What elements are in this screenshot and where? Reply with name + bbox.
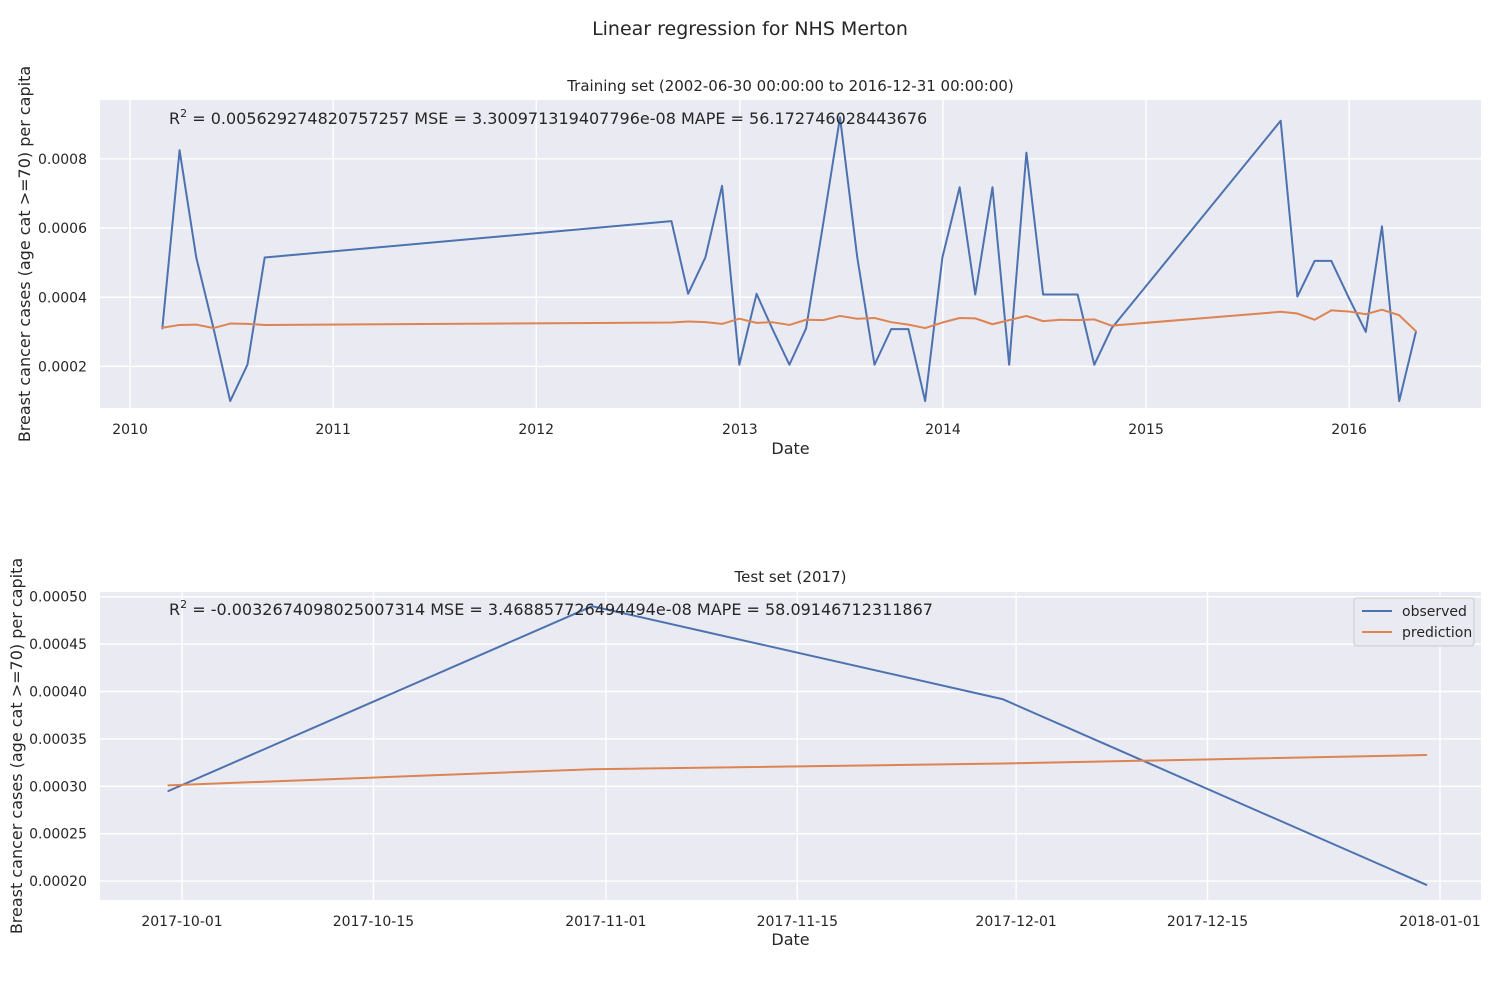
subplot-test: 2017-10-01 2017-10-15 2017-11-01 2017-11-15… bbox=[7, 558, 1481, 949]
y-tick-label: 0.00035 bbox=[29, 732, 87, 748]
x-tick-label: 2017-10-15 bbox=[333, 914, 414, 930]
y-tick-label: 0.0008 bbox=[38, 152, 87, 168]
y-tick-label: 0.00045 bbox=[29, 637, 87, 653]
r2-superscript: 2 bbox=[180, 107, 187, 120]
r2-label: R bbox=[169, 109, 180, 128]
x-tick-label: 2017-12-15 bbox=[1167, 914, 1248, 930]
y-tick-label: 0.00040 bbox=[29, 685, 87, 701]
series-line-observed bbox=[161, 116, 1417, 403]
x-tick-label: 2017-12-01 bbox=[975, 914, 1056, 930]
legend-label-observed: observed bbox=[1402, 604, 1467, 620]
metrics-annotation: R2 = 0.005629274820757257 MSE = 3.300971… bbox=[169, 107, 927, 128]
figure-title: Linear regression for NHS Merton bbox=[592, 18, 908, 40]
x-tick-label: 2018-01-01 bbox=[1399, 914, 1480, 930]
series-line-prediction bbox=[161, 308, 1417, 333]
y-tick-label: 0.00030 bbox=[29, 779, 87, 795]
x-axis-label: Date bbox=[771, 930, 809, 949]
x-tick-label: 2011 bbox=[315, 422, 351, 438]
series-line-prediction bbox=[167, 754, 1428, 787]
metrics-annotation: R2 = -0.0032674098025007314 MSE = 3.4688… bbox=[169, 598, 933, 619]
legend-label-prediction: prediction bbox=[1402, 625, 1472, 641]
y-tick-label: 0.00050 bbox=[29, 590, 87, 606]
y-tick-label: 0.00025 bbox=[29, 827, 87, 843]
y-tick-label: 0.0002 bbox=[38, 359, 87, 375]
metrics-values: = 0.005629274820757257 MSE = 3.300971319… bbox=[187, 109, 927, 128]
r2-label: R bbox=[169, 600, 180, 619]
subplot-title: Test set (2017) bbox=[734, 568, 847, 586]
y-tick-label: 0.0004 bbox=[38, 290, 87, 306]
x-tick-label: 2017-10-01 bbox=[141, 914, 222, 930]
y-tick-label: 0.0006 bbox=[38, 221, 87, 237]
legend: observed prediction bbox=[1353, 597, 1475, 647]
x-tick-label: 2016 bbox=[1331, 422, 1367, 438]
x-axis-label: Date bbox=[771, 439, 809, 458]
x-tick-label: 2010 bbox=[112, 422, 148, 438]
y-axis-label: Breast cancer cases (age cat >=70) per c… bbox=[15, 66, 34, 442]
x-tick-label: 2012 bbox=[518, 422, 554, 438]
series-line-observed bbox=[167, 605, 1428, 886]
x-tick-label: 2013 bbox=[722, 422, 758, 438]
plot-area bbox=[100, 100, 1481, 408]
x-tick-label: 2017-11-15 bbox=[757, 914, 838, 930]
x-tick-label: 2014 bbox=[925, 422, 961, 438]
x-tick-label: 2015 bbox=[1128, 422, 1164, 438]
subplot-title: Training set (2002-06-30 00:00:00 to 201… bbox=[566, 77, 1014, 95]
plot-area bbox=[100, 592, 1481, 900]
r2-superscript: 2 bbox=[180, 598, 187, 611]
y-tick-label: 0.00020 bbox=[29, 874, 87, 890]
subplot-training: 2010 2011 2012 2013 2014 2015 2016 0.0002 0.0004… bbox=[15, 66, 1481, 458]
y-axis-label: Breast cancer cases (age cat >=70) per c… bbox=[7, 558, 26, 934]
x-tick-label: 2017-11-01 bbox=[565, 914, 646, 930]
metrics-values: = -0.0032674098025007314 MSE = 3.4688577… bbox=[187, 600, 933, 619]
